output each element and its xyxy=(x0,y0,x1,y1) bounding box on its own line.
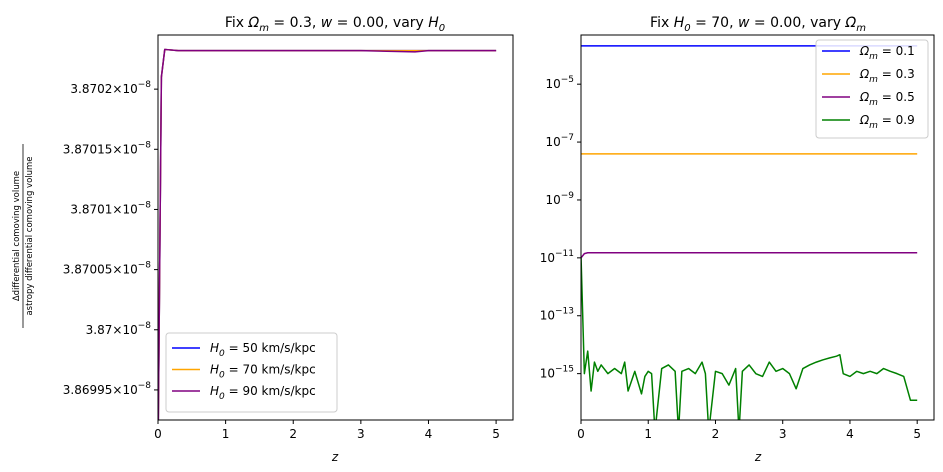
left-x-axis-label: z xyxy=(331,450,339,464)
right-x-tick-label: 3 xyxy=(779,427,787,441)
left-y-tick-label: 3.87015×10−8 xyxy=(63,140,151,156)
right-x-tick-label: 1 xyxy=(644,427,652,441)
left-y-label-denominator: astropy differential comoving volume xyxy=(25,156,35,315)
left-x-ticks: 0 1 2 3 4 5 xyxy=(154,420,500,441)
right-y-ticks: 10−15 10−13 10−11 10−9 10−7 10−5 xyxy=(540,75,581,381)
right-legend: Ωm = 0.1 Ωm = 0.3 Ωm = 0.5 Ωm = 0.9 xyxy=(815,39,929,139)
left-y-tick-label: 3.87×10−8 xyxy=(86,321,152,337)
right-x-tick-label: 4 xyxy=(846,427,854,441)
right-y-tick-label: 10−9 xyxy=(545,191,574,207)
left-x-tick-label: 4 xyxy=(425,427,433,441)
right-y-tick-label: 10−7 xyxy=(545,133,574,149)
left-legend: H0 = 50 km/s/kpc H0 = 70 km/s/kpc H0 = 90 … xyxy=(165,332,338,413)
right-x-tick-label: 0 xyxy=(577,427,585,441)
left-x-tick-label: 0 xyxy=(154,427,162,441)
right-x-tick-label: 2 xyxy=(712,427,720,441)
right-legend-label-3: Ωm = 0.5 xyxy=(859,90,915,108)
right-legend-label-2: Ωm = 0.3 xyxy=(859,67,915,85)
left-legend-label-2: H0 = 70 km/s/kpc xyxy=(210,363,316,381)
left-y-ticks: 3.86995×10−8 3.87×10−8 3.87005×10−8 3.8701×… xyxy=(63,80,158,397)
left-y-tick-label: 3.8701×10−8 xyxy=(70,200,151,216)
left-x-tick-label: 1 xyxy=(222,427,230,441)
left-y-tick-label: 3.87005×10−8 xyxy=(63,261,151,277)
left-y-tick-label: 3.8702×10−8 xyxy=(70,80,151,96)
left-x-tick-label: 5 xyxy=(492,427,500,441)
right-legend-label-4: Ωm = 0.9 xyxy=(859,113,915,131)
left-y-label-numerator: Δdifferential comoving volume xyxy=(12,171,22,301)
right-legend-box xyxy=(815,39,929,139)
left-chart-title: Fix Ωm = 0.3, w = 0.00, vary H0 xyxy=(225,15,445,34)
left-x-tick-label: 3 xyxy=(357,427,365,441)
right-y-tick-label: 10−5 xyxy=(545,75,574,91)
left-series-line-3 xyxy=(158,48,497,420)
right-series-line-3 xyxy=(581,252,918,259)
left-legend-box xyxy=(165,332,338,413)
left-y-axis-label: Δdifferential comoving volume astropy di… xyxy=(12,144,35,328)
left-axes-frame xyxy=(157,34,514,421)
left-y-tick-label: 3.86995×10−8 xyxy=(63,381,151,397)
right-y-tick-label: 10−13 xyxy=(540,307,574,323)
left-plot-area xyxy=(158,48,497,420)
right-chart: Fix H0 = 70, w = 0.00, vary Ωm 0 1 2 3 4 5 10… xyxy=(540,15,935,464)
right-series-line-4 xyxy=(581,257,918,420)
right-y-tick-label: 10−15 xyxy=(540,365,574,381)
right-x-ticks: 0 1 2 3 4 5 xyxy=(577,420,921,441)
left-legend-label-1: H0 = 50 km/s/kpc xyxy=(210,341,316,359)
right-axes-frame xyxy=(580,34,935,421)
left-chart: Fix Ωm = 0.3, w = 0.00, vary H0 0 1 2 3 4 5 3… xyxy=(12,15,514,464)
left-x-tick-label: 2 xyxy=(289,427,297,441)
right-y-tick-label: 10−11 xyxy=(540,249,574,265)
left-legend-label-3: H0 = 90 km/s/kpc xyxy=(210,384,316,402)
right-x-tick-label: 5 xyxy=(913,427,921,441)
right-legend-label-1: Ωm = 0.1 xyxy=(859,44,915,62)
right-x-axis-label: z xyxy=(754,450,762,464)
right-chart-title: Fix H0 = 70, w = 0.00, vary Ωm xyxy=(650,15,866,34)
